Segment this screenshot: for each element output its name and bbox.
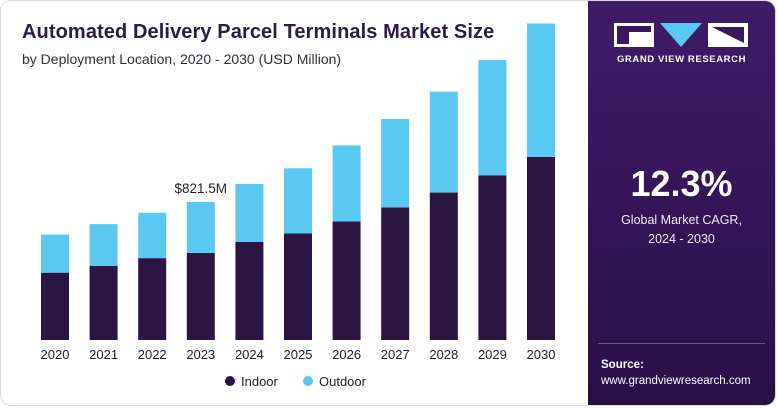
divider xyxy=(598,343,765,344)
bar-indoor-2021 xyxy=(89,265,118,340)
bar-indoor-2024 xyxy=(235,242,264,340)
bar-indoor-2020 xyxy=(41,272,69,340)
x-tick-label: 2023 xyxy=(186,347,215,362)
bar-indoor-2025 xyxy=(284,233,312,340)
brand-name: GRAND VIEW RESEARCH xyxy=(616,54,747,65)
bar-outdoor-2030 xyxy=(527,23,555,157)
bar-chart: 2020 2021 2022 2023 2024 2025 2026 2027 2028 2029… xyxy=(41,23,556,389)
bar-outdoor-2021 xyxy=(89,224,118,266)
cagr-value: 12.3% xyxy=(630,163,733,204)
x-tick-label: 2022 xyxy=(138,347,167,362)
bar-outdoor-2028 xyxy=(429,91,458,193)
bar-outdoor-2029 xyxy=(478,59,507,176)
bar-outdoor-2026 xyxy=(332,145,361,222)
chart-subtitle: by Deployment Location, 2020 - 2030 (USD… xyxy=(22,51,342,67)
source-label: Source: xyxy=(601,359,644,371)
x-tick-label: 2021 xyxy=(89,347,118,362)
legend-label-outdoor: Outdoor xyxy=(319,374,367,389)
x-tick-label: 2028 xyxy=(429,347,458,362)
bar-indoor-2022 xyxy=(138,258,167,340)
gvr-logo-icon xyxy=(614,23,748,47)
bar-indoor-2029 xyxy=(478,175,507,340)
chart-panel: Automated Delivery Parcel Terminals Mark… xyxy=(1,1,588,405)
bar-outdoor-2025 xyxy=(284,168,312,234)
source-link[interactable]: www.grandviewresearch.com xyxy=(601,375,751,387)
bar-outdoor-2023 xyxy=(186,201,215,253)
bar-outdoor-2022 xyxy=(138,212,167,259)
bar-indoor-2028 xyxy=(429,192,458,340)
legend-swatch-indoor xyxy=(225,376,235,386)
x-tick-label: 2025 xyxy=(284,347,313,362)
bar-indoor-2026 xyxy=(332,221,361,340)
bar-indoor-2027 xyxy=(381,207,410,340)
legend-swatch-outdoor xyxy=(303,376,313,386)
cagr-period: 2024 - 2030 xyxy=(648,232,715,246)
cagr-label: Global Market CAGR, 2024 - 2030 xyxy=(588,211,775,249)
legend-label-indoor: Indoor xyxy=(241,374,279,389)
chart-title: Automated Delivery Parcel Terminals Mark… xyxy=(22,21,495,43)
bar-outdoor-2020 xyxy=(41,234,69,273)
bar-outdoor-2024 xyxy=(235,184,264,242)
x-tick-label: 2029 xyxy=(478,347,507,362)
x-tick-label: 2030 xyxy=(527,347,556,362)
bar-indoor-2023 xyxy=(186,253,215,340)
x-tick-label: 2020 xyxy=(41,347,70,362)
bar-indoor-2030 xyxy=(527,156,555,340)
cagr-label-text: Global Market CAGR, xyxy=(621,213,742,227)
data-label: $821.5M xyxy=(175,181,228,196)
x-tick-label: 2024 xyxy=(235,347,264,362)
bar-outdoor-2027 xyxy=(381,119,410,208)
x-tick-label: 2027 xyxy=(381,347,410,362)
x-tick-label: 2026 xyxy=(332,347,361,362)
sidebar-panel: GRAND VIEW RESEARCH 12.3% Global Market … xyxy=(588,1,775,405)
